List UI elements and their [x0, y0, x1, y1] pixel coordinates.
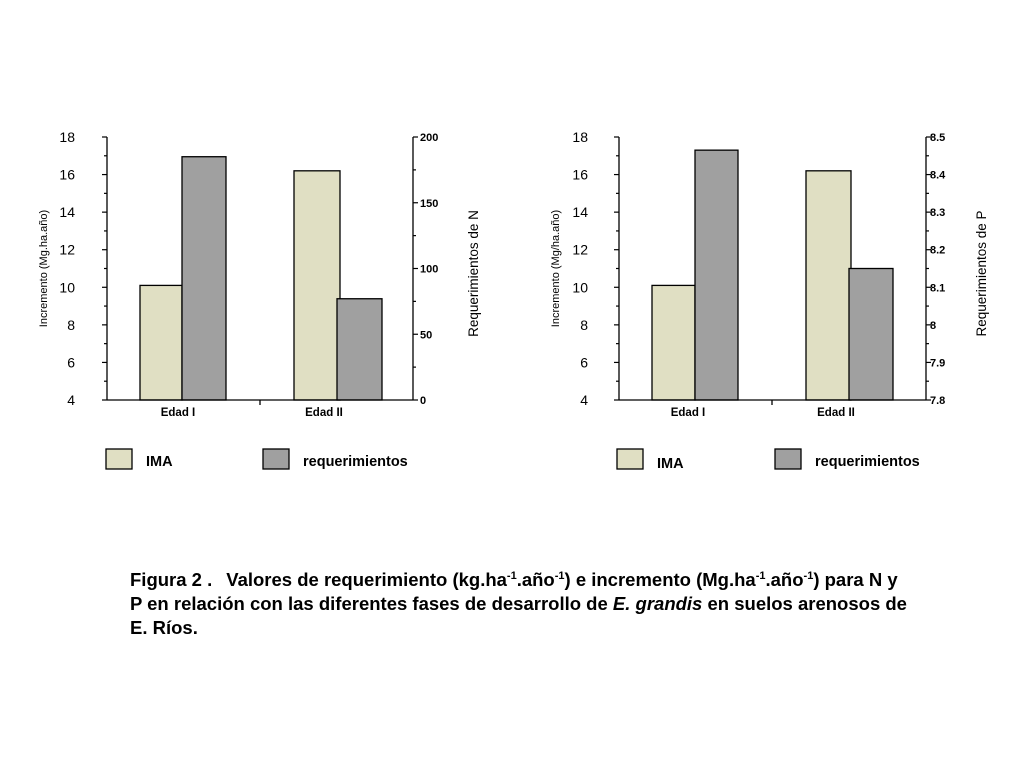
y-axis-label-left: Incremento (Mg.ha.año): [38, 210, 50, 327]
caption-superscript: -1: [755, 570, 766, 582]
y-tick-label-right: 7.8: [930, 395, 945, 407]
y-tick-label-left: 4: [580, 392, 588, 408]
y-tick-label-right: 7.9: [930, 357, 945, 369]
bar-requerimientos: [181, 156, 227, 401]
legend-swatch-ima: [616, 448, 644, 470]
caption-superscript: -1: [803, 570, 814, 582]
y-tick-label-left: 12: [59, 242, 75, 258]
bar-requerimientos: [694, 149, 739, 401]
y-tick-label-left: 8: [580, 317, 588, 333]
caption-label: Figura 2 .: [130, 569, 213, 590]
y-tick-label-left: 4: [67, 392, 75, 408]
chart-panel: 4 6 8 10 12 14 16 18 0 50 100 150 200 Incremento (Mg.…: [38, 129, 481, 470]
x-category-label: Edad II: [817, 407, 855, 419]
y-tick-label-right: 200: [420, 132, 438, 144]
y-tick-label-right: 8.3: [930, 207, 945, 219]
y-tick-label-right: 0: [420, 395, 426, 407]
caption-text: .año: [516, 569, 555, 590]
caption-text: ) para N y P en relación con las diferen…: [130, 569, 898, 614]
y-tick-label-left: 16: [59, 167, 75, 183]
caption-text: ) e incremento (Mg.ha: [564, 569, 756, 590]
legend-label: requerimientos: [815, 454, 920, 470]
bar-ima: [293, 170, 341, 401]
legend-swatch-requerimientos: [774, 448, 802, 470]
legend-swatch-requerimientos: [262, 448, 290, 470]
y-tick-label-right: 8.4: [930, 170, 946, 182]
caption-superscript: -1: [554, 570, 565, 582]
y-tick-label-left: 6: [580, 354, 588, 370]
caption-superscript: -1: [506, 570, 517, 582]
caption-text: en suelos arenosos de E. Ríos.: [130, 593, 907, 638]
x-category-label: Edad I: [161, 407, 196, 419]
caption-species: E. grandis: [612, 593, 703, 614]
figure-charts: 4 6 8 10 12 14 16 18 0 50 100 150 200 Incremento (Mg.…: [38, 129, 989, 472]
legend-label: requerimientos: [303, 454, 408, 470]
bar-ima: [651, 284, 696, 401]
y-tick-label-left: 10: [572, 279, 588, 295]
y-tick-label-right: 8: [930, 320, 936, 332]
y-tick-label-left: 18: [59, 129, 75, 145]
y-axis-label-left: Incremento (Mg/ha.año): [550, 210, 562, 327]
caption-text: .año: [765, 569, 804, 590]
bar-ima: [805, 170, 852, 401]
figure-caption: Figura 2 . Valores de requerimiento (kg.h…: [130, 568, 910, 640]
y-tick-label-right: 100: [420, 264, 438, 276]
y-tick-label-right: 8.5: [930, 132, 945, 144]
y-tick-label-right: 50: [420, 329, 432, 341]
y-tick-label-left: 18: [572, 129, 588, 145]
y-axis-label-right: Requerimientos de P: [974, 210, 989, 336]
y-tick-label-right: 8.2: [930, 245, 945, 257]
y-tick-label-right: 150: [420, 198, 438, 210]
x-category-label: Edad I: [671, 407, 706, 419]
y-tick-label-left: 10: [59, 279, 75, 295]
x-category-label: Edad II: [305, 407, 343, 419]
y-axis-label-right: Requerimientos de N: [466, 210, 481, 337]
y-tick-label-left: 14: [572, 204, 588, 220]
chart-panel: 4 6 8 10 12 14 16 18 7.8 7.9 8 8.1 8.2 8.3 8.4 8.5 Incre…: [550, 129, 989, 472]
y-tick-label-left: 12: [572, 242, 588, 258]
bar-requerimientos: [848, 267, 894, 401]
y-tick-label-right: 8.1: [930, 282, 945, 294]
y-tick-label-left: 8: [67, 317, 75, 333]
bar-requerimientos: [336, 298, 383, 401]
y-tick-label-left: 14: [59, 204, 75, 220]
y-tick-label-left: 6: [67, 354, 75, 370]
legend-label: IMA: [657, 456, 684, 472]
bar-ima: [139, 284, 183, 401]
legend-label: IMA: [146, 454, 173, 470]
legend-swatch-ima: [105, 448, 133, 470]
caption-text: Valores de requerimiento (kg.ha: [226, 569, 507, 590]
y-tick-label-left: 16: [572, 167, 588, 183]
